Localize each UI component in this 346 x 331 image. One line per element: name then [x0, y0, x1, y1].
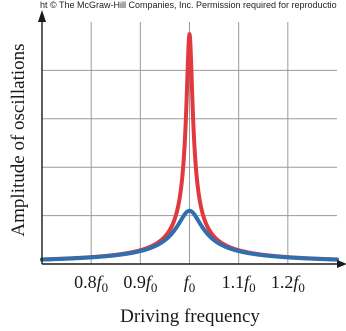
series-group	[40, 32, 339, 262]
y-axis-title: Amplitude of oscillations	[8, 43, 29, 236]
x-tick-label-1: 0.9f0	[123, 272, 157, 295]
axes-group	[38, 10, 346, 268]
x-axis-title: Driving frequency	[120, 306, 260, 327]
y-axis-arrow	[38, 10, 46, 22]
x-tick-label-4: 1.2f0	[271, 272, 305, 295]
x-axis-arrow	[337, 260, 346, 268]
x-tick-label-0: 0.8f0	[74, 272, 108, 295]
copyright-notice: ht © The McGraw-Hill Companies, Inc. Per…	[40, 0, 337, 10]
x-tick-label-3: 1.1f0	[222, 272, 256, 295]
x-tick-label-2: f0	[184, 272, 196, 295]
series-line-1	[40, 208, 339, 262]
x-tick-labels: 0.8f0 0.9f0 f0 1.1f0 1.2f0	[74, 272, 305, 295]
